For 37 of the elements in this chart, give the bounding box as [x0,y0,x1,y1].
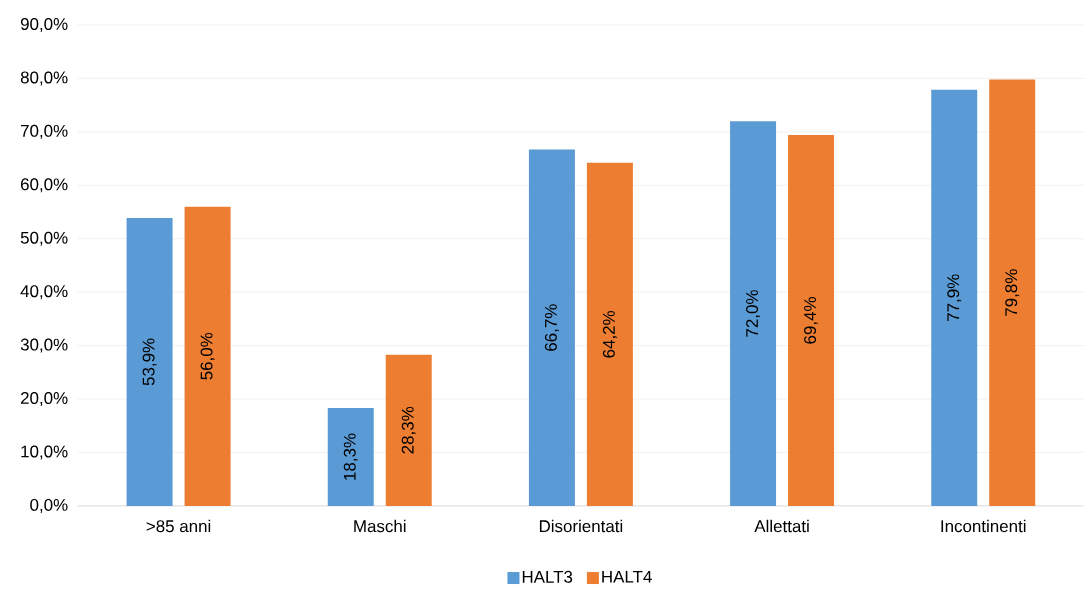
bar [184,206,231,506]
data-label: 72,0% [746,290,761,337]
y-tick-label: 0,0% [30,498,68,513]
bar [989,79,1036,506]
x-tick-label: Disorientati [539,519,623,533]
data-label: 79,8% [1005,269,1020,316]
y-tick-label: 70,0% [21,124,68,139]
bar [126,217,173,506]
data-label: 28,3% [401,406,416,454]
legend-label: HALT3 [522,570,573,583]
bar [730,121,777,506]
y-tick-label: 80,0% [20,71,68,86]
data-label: 64,2% [602,310,617,358]
data-label: 77,9% [947,274,962,321]
bar [528,149,575,506]
bar [788,134,835,506]
y-tick-label: 60,0% [21,178,68,193]
x-tick-label: Incontinenti [941,519,1026,533]
bar [586,162,633,506]
bar [931,89,978,506]
x-tick-label: Allettati [754,519,809,533]
x-tick-label: Maschi [354,519,406,533]
bar [385,354,432,506]
bar [327,408,374,506]
data-label: 53,9% [142,338,157,386]
data-label: 18,3% [343,433,358,480]
y-tick-label: 10,0% [21,445,68,460]
y-tick-label: 40,0% [20,285,68,300]
data-label: 69,4% [804,297,819,344]
y-tick-label: 20,0% [21,391,68,406]
y-tick-label: 50,0% [20,231,68,246]
x-tick-label: >85 anni [146,519,211,533]
data-label: 56,0% [200,332,215,380]
y-tick-label: 90,0% [20,17,68,32]
data-label: 66,7% [544,304,559,351]
legend-label: HALT4 [602,570,652,583]
y-tick-label: 30,0% [20,338,68,353]
